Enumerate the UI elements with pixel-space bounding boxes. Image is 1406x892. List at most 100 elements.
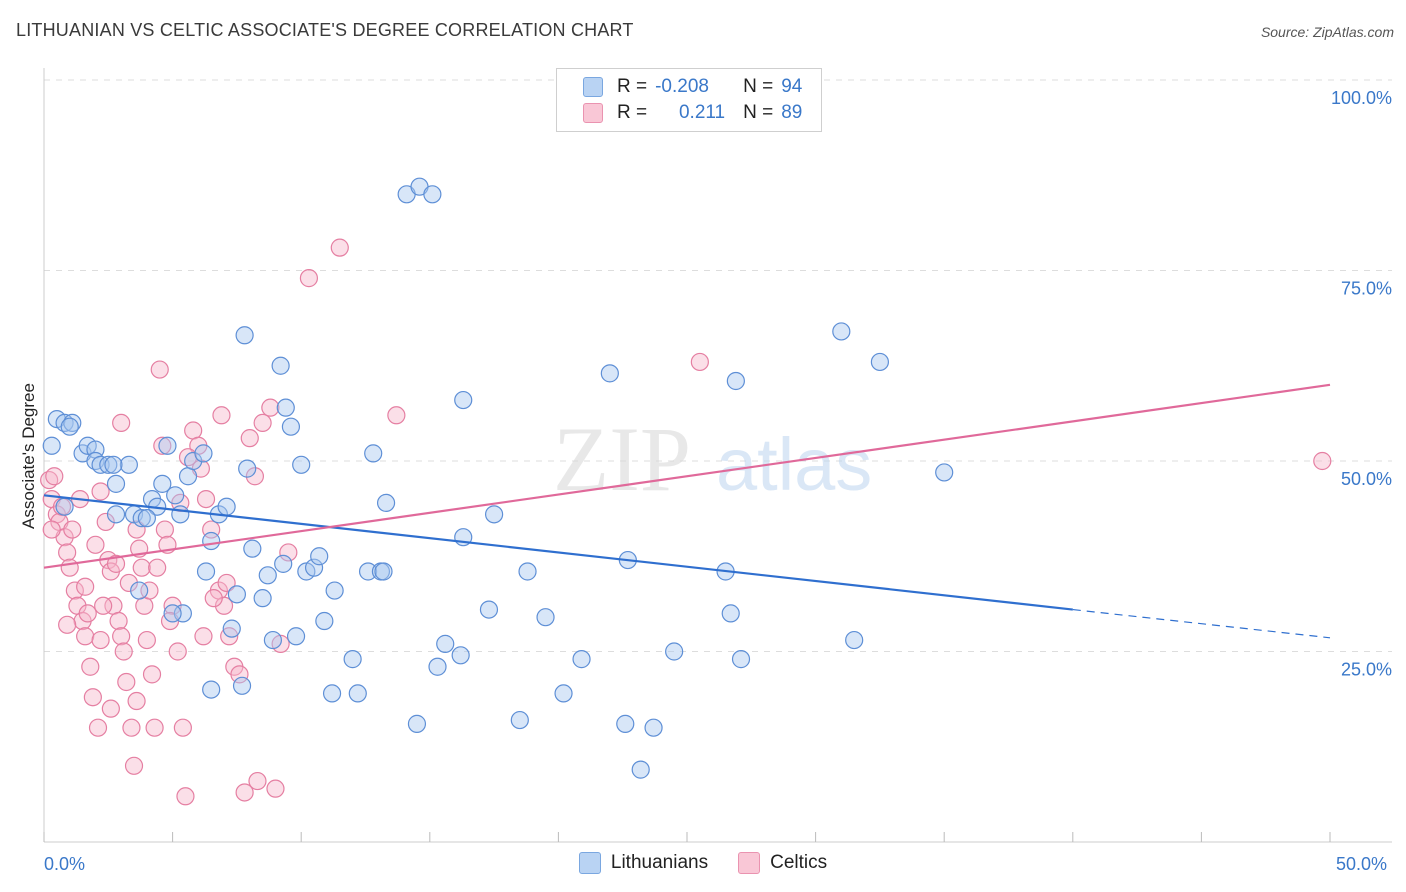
gridlines (44, 79, 1392, 652)
celtics-point (137, 630, 156, 650)
y-tick-label: 50.0% (1341, 469, 1392, 489)
celtics-point (127, 520, 146, 539)
x-ticks (43, 832, 1331, 842)
lithuanians-point (217, 497, 236, 516)
celtics-point (230, 665, 249, 684)
celtics-point (86, 535, 105, 554)
y-axis-label: Associate's Degree (19, 383, 38, 529)
lithuanians-trend-line (43, 494, 1073, 611)
lithuanians-point (726, 371, 745, 391)
lithuanians-point (479, 600, 499, 619)
lithuanians-point (485, 505, 504, 524)
lithuanians-point (104, 455, 123, 474)
celtics-point (94, 596, 113, 615)
celtics-point (81, 657, 100, 676)
celtics-point (114, 642, 133, 661)
lithuanians-point (171, 505, 190, 524)
lithuanians-point (91, 455, 110, 474)
celtics-point (261, 398, 280, 417)
legend-label-celtics: Celtics (770, 852, 828, 873)
celtics-point (299, 269, 319, 288)
lithuanians-point (166, 486, 185, 505)
lithuanians-trend-extension (1072, 608, 1331, 639)
lithuanians-point (158, 436, 177, 455)
lithuanians-point (364, 444, 383, 463)
legend-swatch-pink (583, 103, 603, 123)
celtics-point (196, 490, 216, 509)
celtics-point (119, 573, 138, 593)
legend-r-label: R = (617, 102, 648, 123)
celtics-point (76, 627, 95, 646)
celtics-point (1313, 451, 1332, 471)
legend-row-celtics: R = 0.211 N = 89 (583, 101, 802, 125)
celtics-point (127, 691, 146, 711)
lithuanians-point (348, 684, 367, 703)
lithuanians-point (55, 497, 74, 516)
celtics-point (135, 596, 154, 615)
lithuanians-point (119, 455, 138, 474)
lithuanians-point (137, 509, 156, 528)
celtics-point (253, 413, 272, 432)
y-tick-labels: 100.0% 75.0% 50.0% 25.0% (1331, 88, 1392, 680)
lithuanians-point (173, 604, 192, 623)
celtics-point (76, 577, 95, 596)
lithuanians-point (721, 604, 740, 623)
celtics-point (184, 421, 203, 440)
celtics-point (140, 581, 159, 600)
lithuanians-point (600, 364, 619, 383)
lithuanians-point (271, 356, 290, 375)
celtics-point (245, 467, 265, 486)
celtics-point (78, 604, 97, 623)
lithuanians-point (304, 558, 324, 577)
celtics-point (112, 627, 131, 646)
lithuanians-point (292, 455, 311, 474)
lithuanians-point (153, 474, 172, 493)
celtics-point (106, 554, 126, 573)
legend-item-lithuanians[interactable]: Lithuanians (578, 852, 708, 874)
legend-swatch-blue (578, 852, 601, 874)
lithuanians-point (616, 714, 635, 733)
celtics-point (96, 512, 115, 532)
legend-r-value: 0.211 (678, 102, 726, 123)
celtics-point (124, 756, 144, 775)
celtics-point (212, 406, 231, 425)
lithuanians-point (407, 714, 427, 733)
lithuanians-point (227, 585, 246, 604)
chart-title: LITHUANIAN VS CELTIC ASSOCIATE'S DEGREE … (16, 20, 634, 40)
lithuanians-point (423, 185, 442, 204)
legend-row-lithuanians: R = -0.208 N = 94 (583, 75, 802, 99)
lithuanians-point (451, 646, 470, 665)
celtics-point (142, 665, 162, 684)
watermark-zip: ZIP (553, 408, 691, 510)
y-tick-label: 75.0% (1341, 279, 1392, 299)
celtics-point (248, 771, 267, 791)
lithuanians-point (374, 562, 393, 581)
lithuanians-point (276, 398, 295, 417)
lithuanians-point (376, 493, 396, 513)
celtics-point (65, 581, 84, 600)
lithuanians-point (454, 390, 473, 410)
legend-n-value: 89 (781, 102, 803, 123)
celtics-point (109, 611, 128, 631)
celtics-point (145, 718, 164, 737)
legend-n-label: N = (743, 102, 774, 123)
lithuanians-point (281, 417, 301, 436)
lithuanians-point (935, 463, 954, 482)
celtics-point (214, 596, 234, 615)
celtics-point (217, 573, 236, 593)
celtics-point (204, 589, 223, 608)
lithuanians-point (322, 684, 342, 703)
celtics-point (45, 467, 64, 486)
lithuanians-point (665, 642, 684, 661)
lithuanians-point (106, 474, 126, 493)
lithuanians-point (832, 322, 851, 341)
celtics-point (58, 543, 77, 562)
lithuanians-point (310, 547, 329, 566)
celtics-points (40, 238, 1332, 806)
celtics-point (194, 627, 213, 646)
lithuanians-point (60, 417, 79, 436)
lithuanians-point (510, 710, 529, 730)
legend-item-celtics[interactable]: Celtics (738, 852, 827, 874)
legend-r-label: R = (617, 76, 648, 97)
